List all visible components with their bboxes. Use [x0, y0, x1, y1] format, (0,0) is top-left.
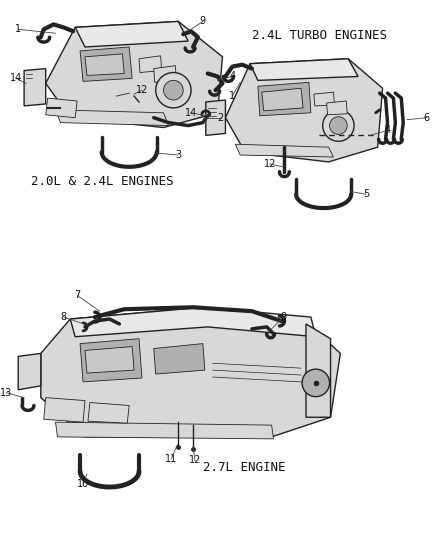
Polygon shape: [85, 54, 124, 76]
Text: 9: 9: [280, 312, 286, 322]
Text: 10: 10: [77, 479, 89, 489]
Polygon shape: [306, 324, 331, 417]
Polygon shape: [226, 59, 382, 162]
Polygon shape: [41, 307, 340, 437]
Polygon shape: [206, 100, 226, 135]
Circle shape: [323, 110, 354, 141]
Text: 3: 3: [175, 150, 181, 160]
Polygon shape: [18, 353, 41, 390]
Polygon shape: [56, 422, 274, 439]
Polygon shape: [56, 110, 169, 126]
Polygon shape: [80, 338, 142, 382]
Circle shape: [163, 80, 183, 100]
Polygon shape: [85, 346, 134, 373]
Polygon shape: [88, 402, 129, 423]
Text: 5: 5: [363, 189, 369, 199]
Text: 13: 13: [0, 387, 13, 398]
Polygon shape: [154, 344, 205, 374]
Polygon shape: [46, 98, 77, 118]
Text: 2.7L ENGINE: 2.7L ENGINE: [203, 461, 285, 474]
Text: 12: 12: [189, 456, 201, 465]
Polygon shape: [46, 21, 223, 127]
Text: 6: 6: [424, 112, 430, 123]
Polygon shape: [75, 21, 188, 47]
Polygon shape: [327, 101, 347, 115]
Polygon shape: [250, 59, 358, 80]
Polygon shape: [44, 398, 85, 422]
Polygon shape: [80, 47, 132, 82]
Text: 11: 11: [165, 454, 177, 464]
Polygon shape: [154, 66, 177, 82]
Text: 4: 4: [385, 125, 391, 135]
Polygon shape: [235, 144, 333, 157]
Circle shape: [329, 117, 347, 134]
Polygon shape: [262, 88, 303, 111]
Text: 2.0L & 2.4L ENGINES: 2.0L & 2.4L ENGINES: [31, 175, 173, 188]
Text: 2: 2: [217, 112, 224, 123]
Text: 9: 9: [200, 17, 206, 27]
Text: 14: 14: [185, 108, 197, 118]
Circle shape: [156, 72, 191, 108]
Circle shape: [302, 369, 329, 397]
Text: 12: 12: [136, 85, 148, 95]
Polygon shape: [314, 92, 335, 106]
Text: 1: 1: [229, 91, 235, 101]
Polygon shape: [24, 69, 46, 106]
Polygon shape: [139, 56, 162, 72]
Text: 8: 8: [60, 312, 67, 322]
Text: 2.4L TURBO ENGINES: 2.4L TURBO ENGINES: [252, 29, 387, 42]
Text: 14: 14: [10, 74, 22, 83]
Text: 7: 7: [74, 290, 80, 301]
Polygon shape: [70, 307, 316, 337]
Text: 1: 1: [15, 25, 21, 34]
Text: 4: 4: [229, 71, 235, 82]
Polygon shape: [258, 82, 311, 116]
Text: 12: 12: [263, 159, 276, 169]
